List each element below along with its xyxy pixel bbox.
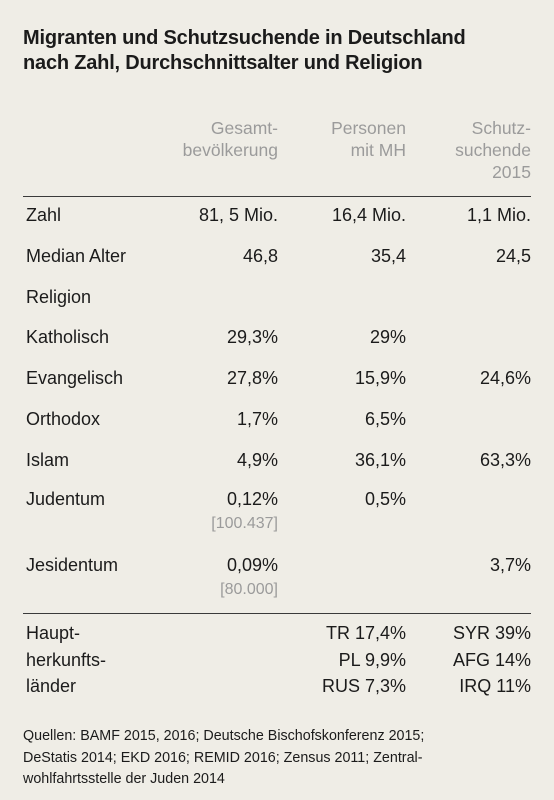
origin-entry: AFG 14%	[452, 649, 531, 670]
column-header-line: bevölkerung	[182, 140, 278, 160]
row-label: Zahl	[26, 205, 62, 225]
row-label: Median Alter	[26, 246, 127, 266]
section-label: Religion	[26, 287, 92, 307]
origin-entry: SYR 39%	[452, 623, 531, 643]
column-header-line: Schutz-	[471, 118, 531, 138]
column-header-line: Personen	[331, 118, 406, 138]
cell-gesamt: 46,8	[242, 246, 278, 266]
cell-mh: 36,1%	[354, 450, 406, 470]
table-row-median-alter: Median Alter 46,8 35,4 24,5	[0, 242, 554, 270]
table-row-hauptherkunftslaender: Haupt- herkunfts- länder TR 17,4% PL 9,9…	[0, 620, 554, 700]
sources-line: wohlfahrtsstelle der Juden 2014	[23, 771, 225, 787]
table-row-judentum: Judentum 0,12% 0,5%	[0, 485, 554, 513]
table-row-jesidentum: Jesidentum 0,09% 3,7%	[0, 551, 554, 579]
cell-mh: 35,4	[370, 246, 406, 266]
cell-mh: 15,9%	[354, 368, 406, 388]
cell-gesamt: 29,3%	[226, 327, 278, 347]
cell-schutz: 24,6%	[479, 368, 531, 388]
column-header-line: Gesamt-	[210, 118, 278, 138]
table-row-katholisch: Katholisch 29,3% 29%	[0, 323, 554, 351]
sources-line: Quellen: BAMF 2015, 2016; Deutsche Bisch…	[23, 728, 425, 744]
row-label-line: Haupt-	[26, 623, 81, 643]
table-title: Migranten und Schutzsuchende in Deutschl…	[23, 26, 543, 76]
origin-entry: PL 9,9%	[338, 649, 406, 670]
cell-mh: 0,5%	[364, 489, 406, 509]
cell-mh: 6,5%	[364, 409, 406, 429]
title-line-1: Migranten und Schutzsuchende in Deutschl…	[23, 27, 466, 49]
origin-entry: IRQ 11%	[459, 676, 531, 696]
count-annotation-jesidentum: [80.000]	[220, 581, 278, 598]
cell-gesamt: 0,09%	[226, 555, 278, 575]
cell-gesamt: 0,12%	[226, 489, 278, 509]
sources-line: DeStatis 2014; EKD 2016; REMID 2016; Zen…	[23, 749, 423, 766]
cell-schutz: 24,5	[495, 246, 531, 266]
row-label-line: herkunfts-	[26, 649, 107, 670]
row-label: Judentum	[26, 489, 106, 509]
header-divider	[23, 196, 531, 197]
table-row-evangelisch: Evangelisch 27,8% 15,9% 24,6%	[0, 364, 554, 392]
cell-mh: 29%	[369, 327, 406, 347]
row-label: Katholisch	[26, 327, 110, 347]
column-header-personen-mit-mh: Personen mit MH	[331, 117, 406, 161]
origins-mh: TR 17,4% PL 9,9% RUS 7,3%	[322, 620, 406, 700]
column-header-schutzsuchende: Schutz- suchende 2015	[455, 117, 531, 183]
table-row-orthodox: Orthodox 1,7% 6,5%	[0, 405, 554, 433]
table-row-zahl: Zahl 81, 5 Mio. 16,4 Mio. 1,1 Mio.	[0, 201, 554, 229]
column-header-line: 2015	[492, 162, 531, 182]
cell-gesamt: 4,9%	[236, 450, 278, 470]
origins-schutz: SYR 39% AFG 14% IRQ 11%	[453, 620, 531, 700]
table-row-islam: Islam 4,9% 36,1% 63,3%	[0, 446, 554, 474]
row-label: Haupt- herkunfts- länder	[26, 620, 106, 700]
count-annotation-judentum: [100.437]	[211, 515, 278, 532]
origin-entry: TR 17,4%	[325, 623, 406, 643]
row-label: Jesidentum	[26, 555, 119, 575]
title-line-2: nach Zahl, Durchschnittsalter und Religi…	[23, 52, 423, 74]
origins-divider	[23, 613, 531, 614]
sources-note: Quellen: BAMF 2015, 2016; Deutsche Bisch…	[23, 726, 538, 791]
cell-mh: 16,4 Mio.	[331, 205, 406, 225]
cell-schutz: 63,3%	[479, 450, 531, 470]
cell-gesamt: 81, 5 Mio.	[198, 205, 278, 225]
row-label-line: länder	[26, 676, 77, 696]
cell-gesamt: 27,8%	[226, 368, 278, 388]
column-header-line: mit MH	[350, 140, 406, 160]
cell-schutz: 3,7%	[489, 555, 531, 575]
section-heading-religion: Religion	[0, 283, 554, 311]
row-label: Evangelisch	[26, 368, 124, 388]
row-label: Islam	[26, 450, 70, 470]
cell-gesamt: 1,7%	[236, 409, 278, 429]
cell-schutz: 1,1 Mio.	[466, 205, 531, 225]
column-header-line: suchende	[455, 140, 531, 160]
origin-entry: RUS 7,3%	[321, 676, 406, 696]
row-label: Orthodox	[26, 409, 101, 429]
column-header-gesamtbevoelkerung: Gesamt- bevölkerung	[183, 117, 278, 161]
